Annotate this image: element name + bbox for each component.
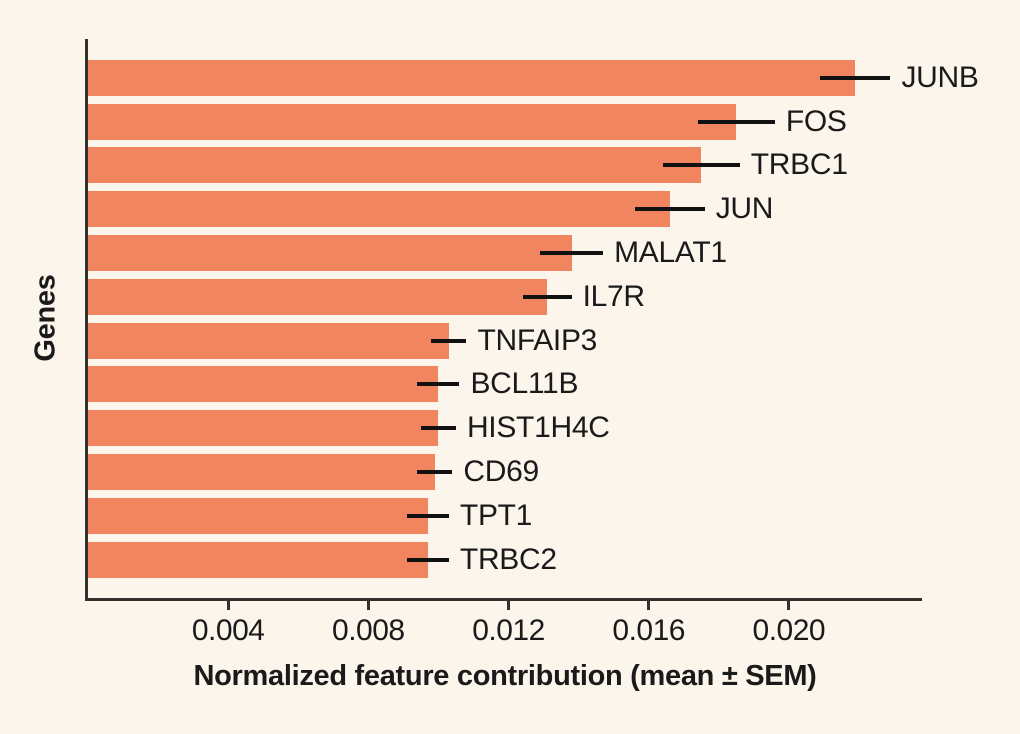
- bar-tpt1: [88, 497, 428, 534]
- bar-jun: [88, 191, 670, 228]
- plot-area: JUNB FOS TRBC1 JUN MALAT1 IL7R TNFAIP3 BCL11B HI…: [88, 39, 979, 647]
- error-bar-tpt1: [406, 513, 449, 518]
- error-bar-tnfaip3: [431, 338, 467, 343]
- error-bar-cd69: [417, 469, 453, 474]
- error-bar-il7r: [522, 294, 572, 299]
- bar-label-il7r: IL7R: [582, 279, 645, 313]
- bar-label-fos: FOS: [785, 104, 847, 138]
- x-tick-label-0.020: 0.020: [752, 614, 826, 647]
- bar-label-tpt1: TPT1: [459, 498, 533, 532]
- bar-fos: [88, 103, 737, 140]
- bar-tnfaip3: [88, 322, 449, 359]
- bar-cd69: [88, 453, 435, 490]
- x-tick-0.016: [647, 600, 651, 610]
- bar-bcl11b: [88, 366, 439, 403]
- x-tick-label-0.004: 0.004: [191, 614, 265, 647]
- error-bar-junb: [820, 75, 891, 80]
- x-axis-spine: [85, 598, 922, 601]
- error-bar-jun: [634, 207, 705, 212]
- x-tick-label-0.008: 0.008: [332, 614, 405, 647]
- bar-il7r: [88, 278, 548, 315]
- bar-trbc2: [88, 541, 428, 578]
- error-bar-malat1: [540, 250, 604, 255]
- x-tick-label-0.012: 0.012: [472, 614, 545, 647]
- bar-label-trbc2: TRBC2: [459, 542, 557, 576]
- bar-malat1: [88, 234, 572, 271]
- bar-label-junb: JUNB: [901, 60, 979, 94]
- error-bar-trbc1: [662, 163, 740, 168]
- error-bar-trbc2: [406, 557, 449, 562]
- bar-label-bcl11b: BCL11B: [470, 367, 579, 401]
- error-bar-bcl11b: [417, 382, 460, 387]
- bar-label-jun: JUN: [715, 192, 774, 226]
- x-tick-0.020: [787, 600, 791, 610]
- bar-junb: [88, 59, 856, 96]
- bar-label-trbc1: TRBC1: [750, 148, 848, 182]
- x-tick-0.008: [366, 600, 370, 610]
- x-tick-label-0.016: 0.016: [612, 614, 685, 647]
- bar-label-cd69: CD69: [463, 454, 539, 488]
- x-tick-0.012: [507, 600, 510, 610]
- bar-hist1h4c: [88, 410, 439, 447]
- bar-trbc1: [88, 147, 702, 184]
- y-axis-title: Genes: [29, 274, 62, 362]
- bar-label-malat1: MALAT1: [614, 235, 727, 269]
- x-tick-0.004: [226, 600, 230, 610]
- error-bar-fos: [697, 119, 775, 124]
- x-axis-title: Normalized feature contribution (mean ± …: [193, 660, 817, 692]
- bar-label-tnfaip3: TNFAIP3: [477, 323, 598, 357]
- bar-label-hist1h4c: HIST1H4C: [466, 411, 610, 445]
- y-axis-spine: [85, 39, 88, 601]
- error-bar-hist1h4c: [420, 426, 456, 431]
